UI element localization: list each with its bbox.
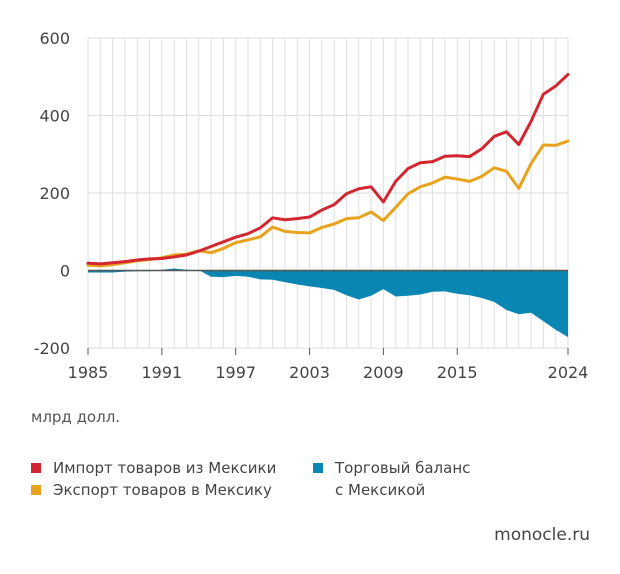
legend-label-imports: Импорт товаров из Мексики (53, 459, 277, 477)
y-tick-label--200: -200 (34, 339, 70, 358)
legend-swatch-balance (313, 463, 323, 473)
series-lines-layer (86, 72, 570, 268)
series-area-balance (88, 268, 568, 338)
legend-label-balance-line1: Торговый баланс (335, 459, 471, 477)
balance-area-layer (88, 268, 568, 338)
series-line-exports (86, 139, 570, 268)
x-tick-label-2024: 2024 (548, 363, 589, 382)
legend-swatch-imports (31, 463, 41, 473)
x-axis-ticks: 1985 1991 1997 2003 2009 2015 2024 (68, 348, 589, 382)
unit-label: млрд долл. (31, 408, 121, 426)
y-tick-label-400: 400 (39, 107, 70, 126)
x-tick-label-2015: 2015 (437, 363, 478, 382)
x-tick-label-1985: 1985 (68, 363, 109, 382)
series-line-imports (86, 72, 570, 266)
legend-swatch-exports (31, 485, 41, 495)
y-tick-label-600: 600 (39, 29, 70, 48)
y-tick-label-0: 0 (60, 262, 70, 281)
x-tick-label-2003: 2003 (289, 363, 330, 382)
x-tick-label-1991: 1991 (141, 363, 182, 382)
y-tick-label-200: 200 (39, 184, 70, 203)
chart: -200 0 200 400 600 1985 1991 1997 2003 2009 2015 2… (34, 29, 589, 382)
source-label: monocle.ru (494, 525, 590, 545)
x-tick-label-1997: 1997 (215, 363, 256, 382)
legend-label-balance-line2: с Мексикой (335, 481, 426, 499)
x-tick-label-2009: 2009 (363, 363, 404, 382)
y-axis-ticks: -200 0 200 400 600 (34, 29, 70, 358)
legend-label-exports: Экспорт товаров в Мексику (53, 481, 272, 499)
